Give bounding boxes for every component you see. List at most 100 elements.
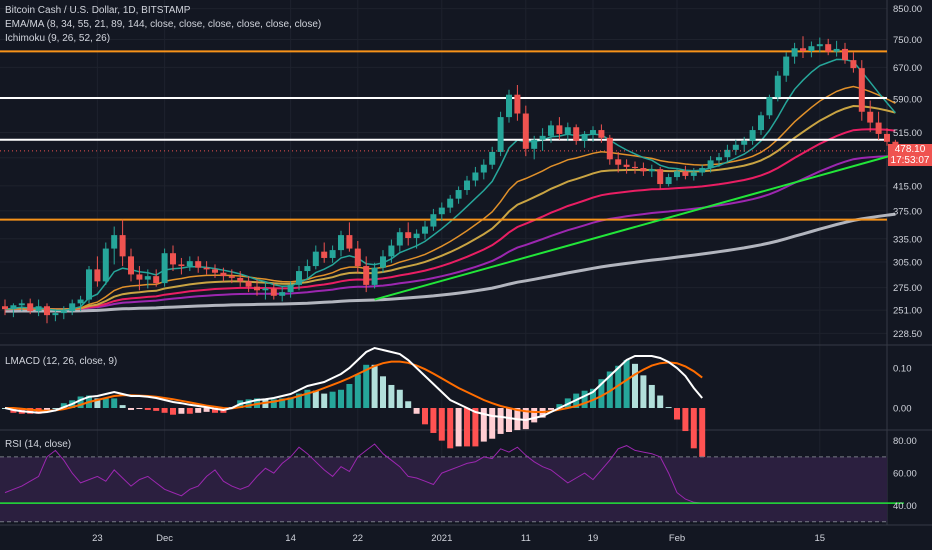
macd-histogram-bar [111,398,118,408]
candle-body [791,48,798,57]
macd-histogram-bar [690,408,697,449]
candle-body [783,56,790,76]
candle-body [447,198,454,208]
candle-body [833,48,840,52]
rsi-tick-label: 80.00 [893,436,917,447]
candle-body [153,276,160,284]
candle-body [531,139,538,149]
macd-histogram-bar [615,365,622,408]
macd-histogram-bar [422,408,428,425]
macd-histogram-bar [27,408,34,414]
ema-34-line [4,104,896,311]
candle-body [758,115,764,131]
candle-body [422,226,428,234]
price-tick-label: 850.00 [893,4,922,15]
macd-histogram-bar [270,399,277,408]
candle-body [858,68,865,112]
candle-body [254,286,260,291]
price-tick-label: 590.00 [893,94,922,105]
candle-body [86,269,92,300]
candle-body [363,266,370,285]
candle-body [564,127,571,134]
symbol-legend: Bitcoin Cash / U.S. Dollar, 1D, BITSTAMP [5,5,191,16]
price-tick-label: 670.00 [893,63,922,74]
candle-body [405,232,412,239]
countdown-badge: 17:53:07 [888,155,932,166]
candle-body [506,94,512,118]
candle-body [648,169,655,172]
candle-body [497,117,504,152]
candle-body [338,235,344,251]
candle-body [380,256,386,268]
candle-body [732,144,739,150]
macd-histogram-bar [480,408,487,442]
candle-body [413,233,420,239]
candle-body [774,75,781,98]
candle-body [480,164,487,173]
candle-body [396,232,403,246]
candle-body [371,267,378,285]
time-tick-label: 15 [815,533,826,544]
time-tick-label: 22 [353,533,364,544]
macd-histogram-bar [405,401,412,408]
macd-histogram-bar [665,407,672,409]
macd-histogram-bar [506,408,512,432]
candle-body [2,306,8,310]
macd-histogram-bar [623,360,630,408]
macd-line [4,346,703,422]
rsi-legend: RSI (14, close) [5,439,72,450]
candle-body [312,251,319,267]
candle-body [665,177,672,185]
candle-body [212,269,218,273]
candle-body [69,303,76,312]
candle-body [825,44,832,52]
macd-histogram-bar [136,408,143,409]
candle-body [430,214,437,227]
candle-body [682,171,689,176]
rsi-tick-label: 40.00 [893,501,917,512]
macd-histogram-bar [699,408,706,457]
macd-histogram-bar [346,384,353,408]
candle-body [18,303,25,306]
price-tick-label: 305.00 [893,257,922,268]
macd-histogram-bar [354,374,361,408]
candle-body [632,166,638,169]
macd-tick-label: 0.10 [893,364,912,375]
macd-histogram-bar [380,376,386,408]
candle-body [581,133,588,141]
ichimoku-legend: Ichimoku (9, 26, 52, 26) [5,33,111,44]
macd-histogram-bar [590,388,596,408]
candle-body [270,288,277,296]
candle-body [690,172,697,176]
candle-body [388,245,395,257]
candle-body [674,171,680,178]
candle-body [52,313,59,316]
macd-tick-label: 0.00 [893,404,912,415]
candle-body [438,207,445,215]
candle-body [800,48,806,51]
candle-body [623,164,630,167]
macd-histogram-bar [52,408,59,409]
time-tick-label: 14 [285,533,296,544]
candle-body [44,306,50,316]
time-tick-label: 2021 [431,533,452,544]
candle-body [178,264,185,267]
macd-histogram-bar [531,408,538,423]
candle-body [522,113,529,149]
price-tick-label: 515.00 [893,128,922,139]
macd-histogram-bar [371,364,378,408]
candle-body [161,253,168,284]
macd-histogram-bar [606,371,613,408]
macd-histogram-bar [161,408,168,413]
candle-body [472,172,479,181]
candle-body [842,48,848,61]
macd-histogram-bar [430,408,437,433]
macd-histogram-bar [396,389,403,408]
macd-histogram-bar [304,389,311,408]
price-tick-label: 415.00 [893,181,922,192]
trendline [374,148,913,301]
candle-body [657,169,664,185]
price-tick-label: 750.00 [893,35,922,46]
candle-body [875,122,882,134]
